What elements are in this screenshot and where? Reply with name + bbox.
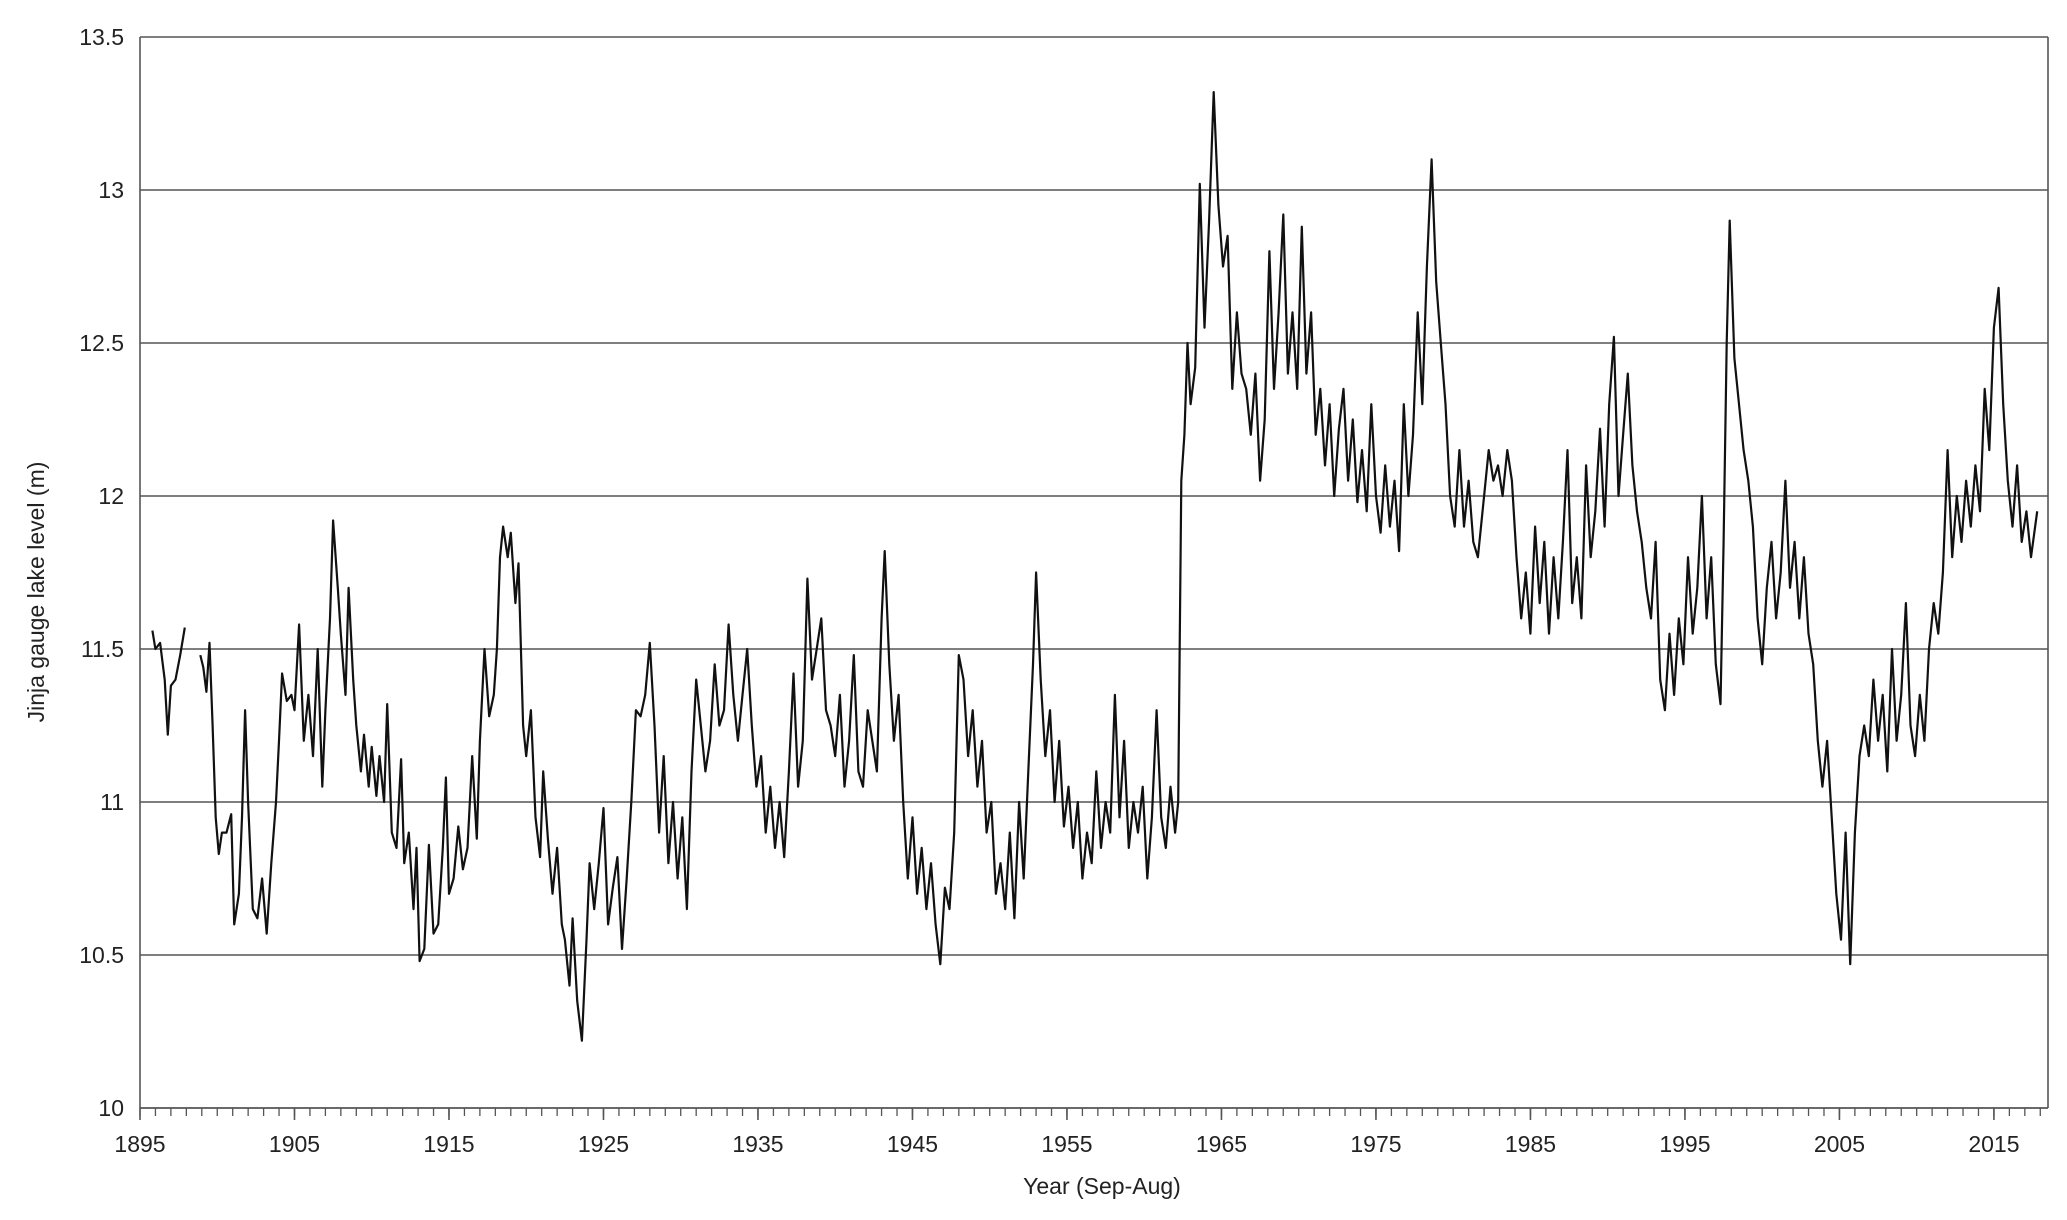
x-tick-label: 1975: [1350, 1131, 1401, 1157]
x-tick-label: 1945: [887, 1131, 938, 1157]
x-tick-label: 1895: [114, 1131, 165, 1157]
x-axis-title: Year (Sep-Aug): [1023, 1173, 1181, 1199]
y-tick-label: 12.5: [79, 330, 124, 356]
x-tick-label: 2005: [1814, 1131, 1865, 1157]
y-axis-title: Jinja gauge lake level (m): [23, 462, 49, 723]
x-tick-label: 1915: [423, 1131, 474, 1157]
y-tick-label: 13.5: [79, 24, 124, 50]
y-tick-label: 10: [98, 1095, 124, 1121]
x-tick-label: 1995: [1659, 1131, 1710, 1157]
x-tick-label: 1905: [269, 1131, 320, 1157]
lake-level-line: [199, 90, 2039, 1042]
y-tick-label: 10.5: [79, 942, 124, 968]
y-tick-label: 11: [100, 789, 124, 815]
x-tick-label: 2015: [1968, 1131, 2019, 1157]
x-tick-label: 1985: [1505, 1131, 1556, 1157]
x-tick-label: 1935: [732, 1131, 783, 1157]
lake-level-line: [151, 627, 186, 736]
x-tick-label: 1925: [578, 1131, 629, 1157]
y-tick-label: 13: [98, 177, 124, 203]
x-tick-label: 1965: [1196, 1131, 1247, 1157]
y-tick-label: 11.5: [81, 636, 124, 662]
x-tick-label: 1955: [1041, 1131, 1092, 1157]
y-tick-label: 12: [98, 483, 124, 509]
